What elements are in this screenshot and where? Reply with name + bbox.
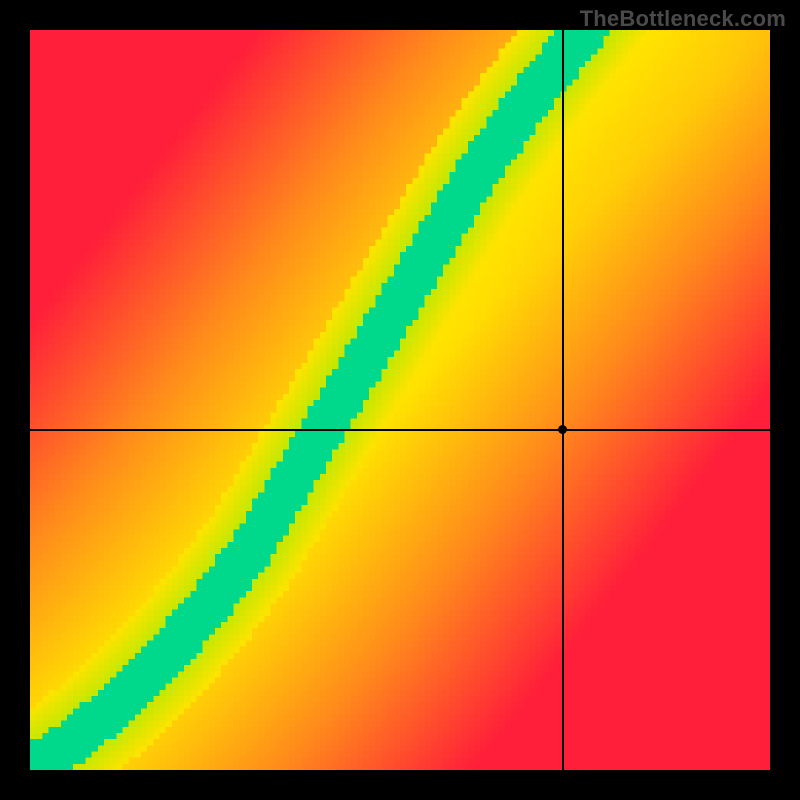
crosshair-horizontal xyxy=(30,429,770,431)
plot-area xyxy=(30,30,770,770)
figure-root: TheBottleneck.com xyxy=(0,0,800,800)
crosshair-vertical xyxy=(562,30,564,770)
heatmap-canvas xyxy=(30,30,770,770)
watermark-label: TheBottleneck.com xyxy=(580,6,786,32)
